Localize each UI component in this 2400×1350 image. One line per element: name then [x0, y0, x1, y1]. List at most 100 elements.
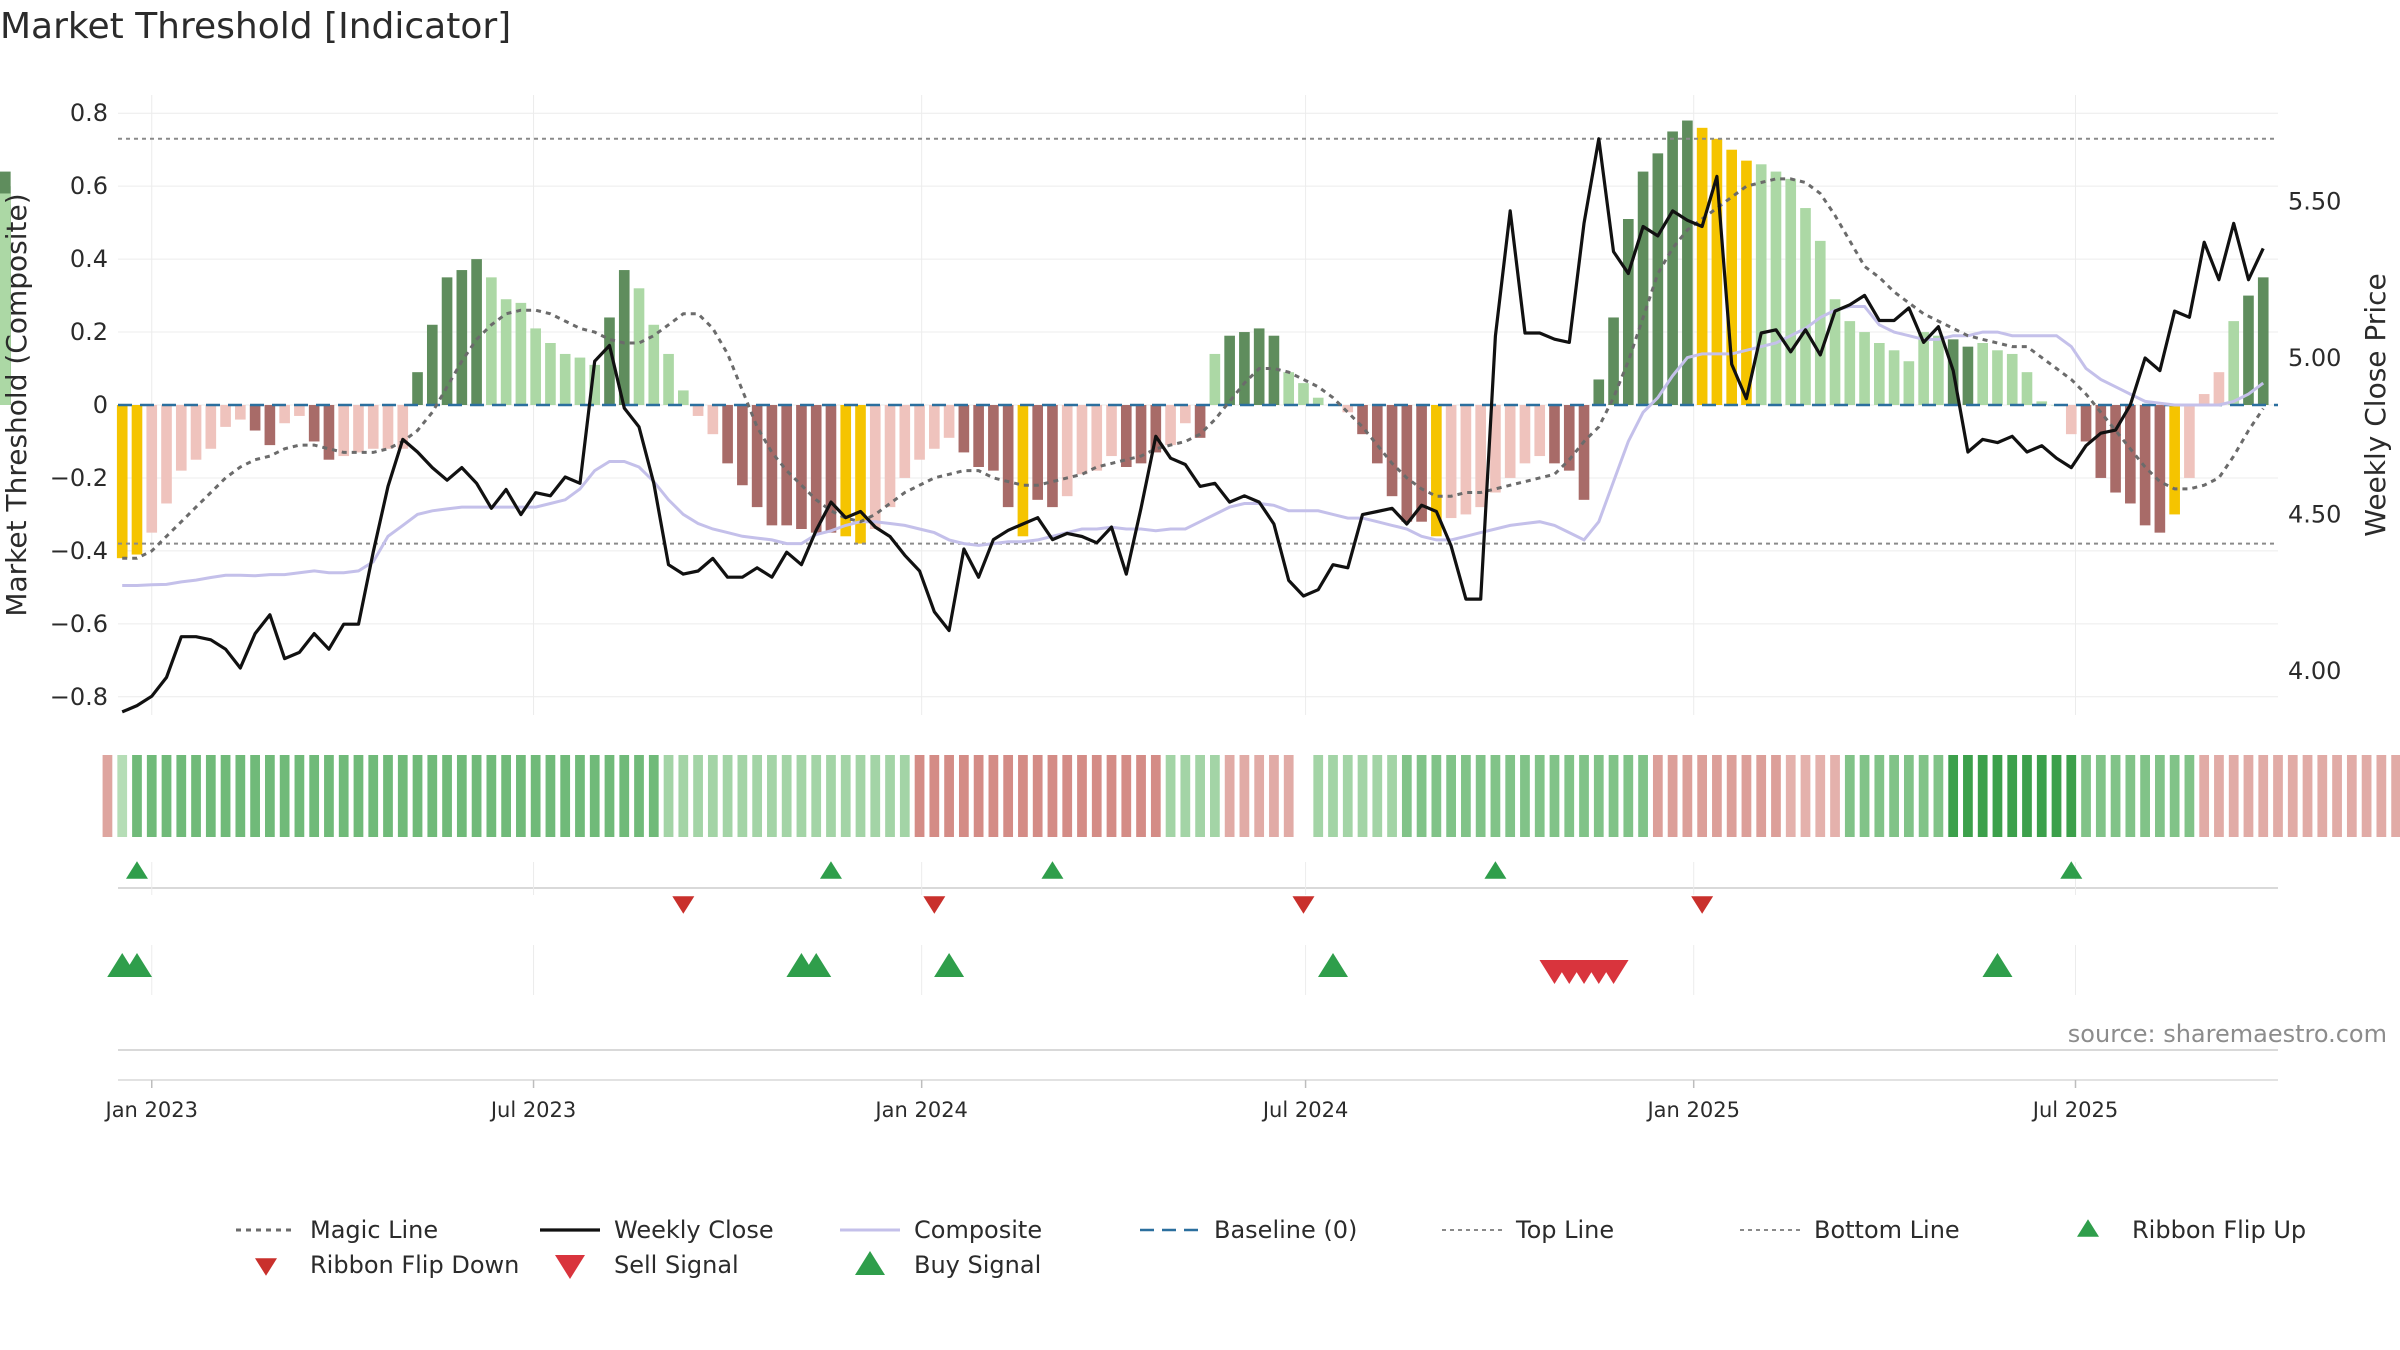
- ribbon-segment: [2140, 755, 2150, 837]
- buy-signal-marker: [934, 953, 965, 977]
- ribbon-segment: [929, 755, 940, 837]
- series-lines: [121, 137, 2265, 714]
- ribbon-segment: [1328, 755, 1338, 837]
- composite-bar: [825, 405, 837, 533]
- left-tick-label: −0.4: [50, 537, 108, 565]
- ribbon-segment: [1903, 755, 1914, 837]
- ribbon-segment: [811, 755, 822, 837]
- ribbon-segment: [2214, 755, 2224, 837]
- legend-swatch-flip-up: [2077, 1219, 2099, 1237]
- composite-bar: [988, 405, 999, 471]
- composite-bar: [1017, 405, 1029, 537]
- ribbon-segment: [1593, 755, 1604, 837]
- ribbon-segment: [2302, 755, 2313, 837]
- composite-bar: [1652, 153, 1664, 405]
- left-tick-label: 0: [93, 391, 108, 419]
- ribbon-segment: [2110, 755, 2121, 837]
- ribbon-segment: [796, 755, 807, 837]
- composite-bar: [308, 405, 320, 442]
- composite-bar: [2021, 372, 2033, 405]
- composite-bar: [1165, 405, 1176, 446]
- ribbon-segment: [767, 755, 777, 837]
- ribbon-segment: [427, 755, 438, 837]
- ribbon-segment: [1416, 755, 1427, 837]
- composite-bar: [1933, 335, 1944, 405]
- ribbon-segment: [2376, 755, 2387, 837]
- composite-bar: [2213, 372, 2225, 405]
- composite-bar: [1120, 405, 1132, 467]
- composite-bar: [500, 299, 512, 405]
- composite-bar: [1578, 405, 1590, 500]
- ribbon-segment: [826, 755, 836, 837]
- composite-bar: [2006, 353, 2018, 405]
- composite-bar: [796, 405, 807, 529]
- composite-bar: [279, 405, 290, 424]
- ribbon-segment: [1697, 755, 1708, 837]
- legend-item: Weekly Close: [540, 1216, 774, 1244]
- composite-bar: [2154, 405, 2166, 533]
- reference-lines: [118, 137, 2278, 545]
- ribbon-segment: [2199, 755, 2210, 837]
- ribbon-segment: [2258, 755, 2269, 837]
- legend-label: Sell Signal: [614, 1251, 739, 1279]
- ribbon-segment: [973, 755, 984, 837]
- composite-bar: [367, 405, 379, 449]
- composite-bar: [1106, 405, 1117, 457]
- right-axis-label: Weekly Close Price: [2359, 273, 2392, 536]
- legend-label: Top Line: [1515, 1216, 1614, 1244]
- ribbon-segment: [1195, 755, 1205, 837]
- ribbon-segment: [1667, 755, 1678, 837]
- composite-bar: [264, 405, 276, 446]
- left-tick-label: 0.4: [70, 245, 108, 273]
- ribbon-segment: [678, 755, 689, 837]
- composite-bar: [1445, 405, 1457, 519]
- composite-bar: [1800, 208, 1811, 405]
- composite-bar: [648, 324, 660, 405]
- ribbon-segment: [1579, 755, 1589, 837]
- composite-bar: [471, 259, 482, 405]
- left-tick-label: −0.8: [50, 683, 108, 711]
- composite-bar: [722, 405, 733, 464]
- x-tick-label: Jul 2024: [1261, 1098, 1348, 1122]
- ribbon-segment: [1741, 755, 1752, 837]
- composite-bar: [1682, 120, 1693, 405]
- composite-bar: [1770, 171, 1782, 405]
- composite-bar: [161, 405, 172, 504]
- ribbon-segment: [1859, 755, 1870, 837]
- left-tick-label: 0.6: [70, 172, 108, 200]
- ribbon-segment: [456, 755, 467, 837]
- legend-item: Buy Signal: [855, 1251, 1041, 1279]
- ribbon-flip-panel: [118, 861, 2278, 914]
- ribbon-segment: [2066, 755, 2077, 837]
- composite-bar: [559, 353, 571, 405]
- composite-bar: [2228, 321, 2240, 405]
- composite-bar: [1903, 361, 1915, 405]
- composite-bars: [0, 120, 2269, 559]
- ribbon-segment: [648, 755, 659, 837]
- composite-bar: [1002, 405, 1014, 508]
- composite-bar: [1918, 332, 1929, 405]
- ribbon-segment: [2228, 755, 2239, 837]
- ribbon-segment: [1490, 755, 1501, 837]
- composite-bar: [663, 353, 674, 405]
- ribbon-segment: [1018, 755, 1028, 837]
- legend-item: Sell Signal: [555, 1251, 739, 1279]
- composite-bar: [1637, 171, 1649, 405]
- composite-bar: [323, 405, 335, 460]
- ribbon-segment: [781, 755, 792, 837]
- ribbon-segment: [2007, 755, 2018, 837]
- ribbon-segment: [2332, 755, 2342, 837]
- composite-bar: [2184, 405, 2195, 478]
- ribbon-flip-up-marker: [819, 861, 842, 879]
- source-label: source: sharemaestro.com: [2068, 1020, 2387, 1048]
- ribbon-flip-up-marker: [2060, 861, 2083, 879]
- composite-bar: [869, 405, 881, 529]
- ribbon-segment: [2081, 755, 2091, 837]
- ribbon-segment: [265, 755, 275, 837]
- ribbon-segment: [885, 755, 895, 837]
- ribbon-segment: [589, 755, 600, 837]
- ribbon-segment: [1224, 755, 1235, 837]
- composite-bar: [1194, 405, 1206, 438]
- legend-item: Top Line: [1442, 1216, 1614, 1244]
- composite-bar: [1416, 405, 1427, 522]
